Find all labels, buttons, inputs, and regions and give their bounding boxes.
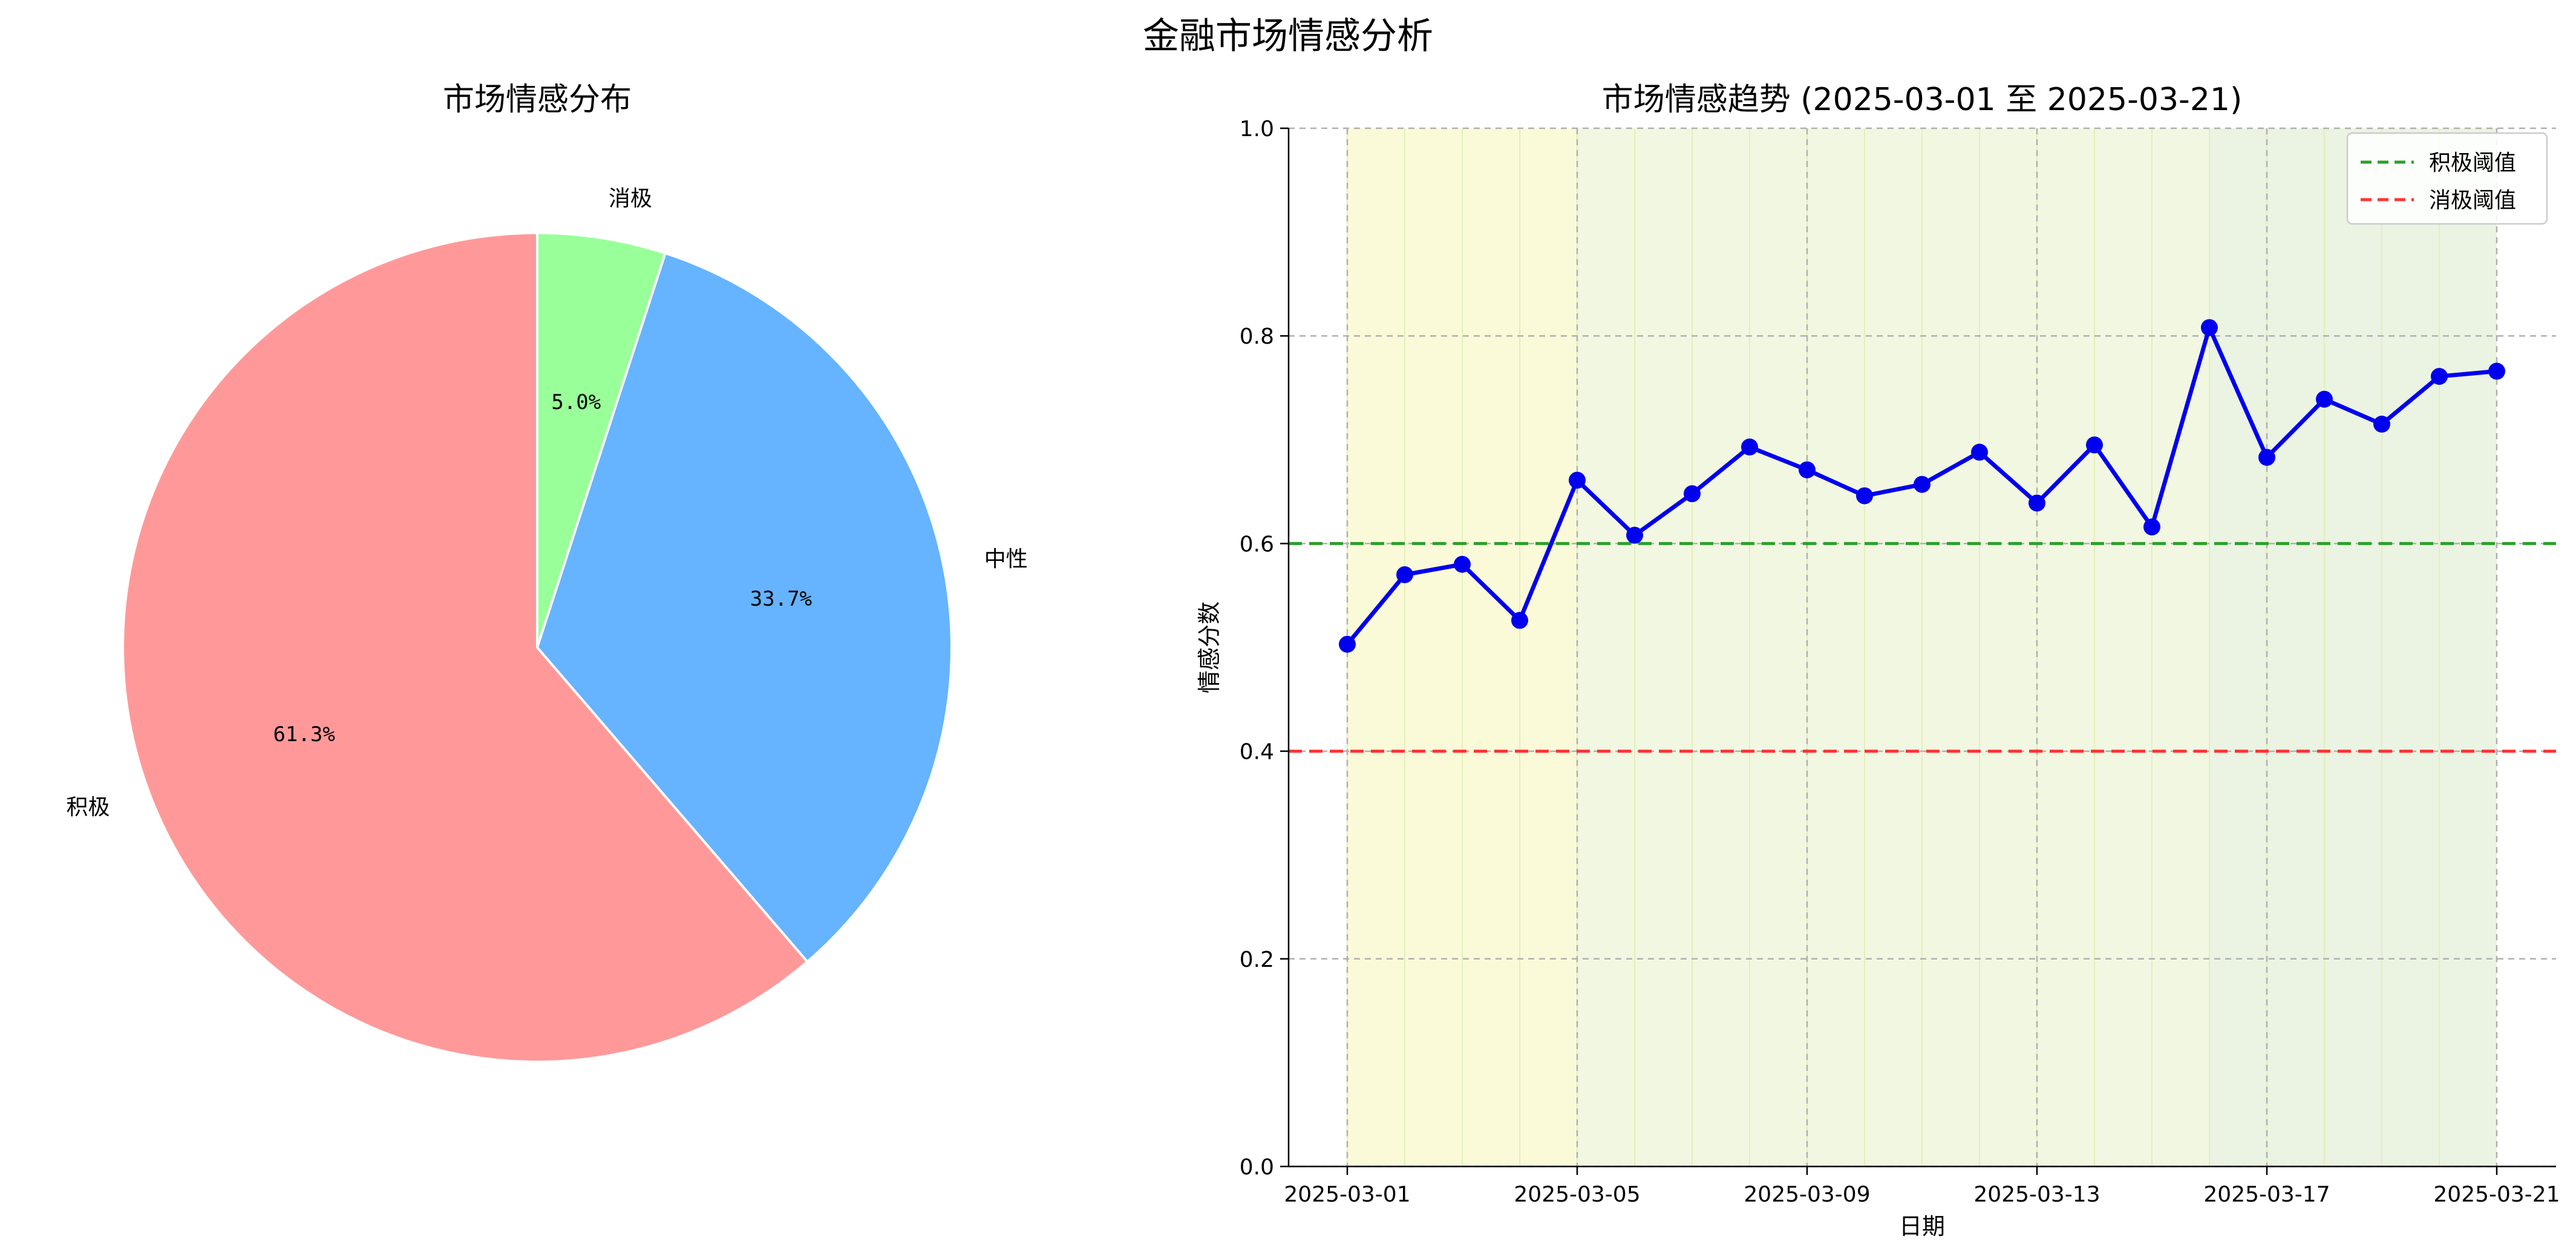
y-axis-title: 情感分数 [1196, 601, 1223, 693]
data-point [2431, 368, 2448, 385]
data-point [1684, 485, 1701, 503]
data-point [1856, 487, 1873, 505]
data-point [1741, 438, 1758, 456]
background-band [1520, 128, 1577, 1166]
data-point [1339, 635, 1356, 653]
y-tick-label: 0.4 [1240, 740, 1274, 765]
data-point [1454, 555, 1471, 573]
y-tick-label: 1.0 [1240, 117, 1274, 142]
data-point [2143, 518, 2160, 535]
sentiment-series [1339, 319, 2505, 653]
background-band [1807, 128, 1865, 1166]
x-tick-label: 2025-03-21 [2433, 1182, 2560, 1207]
y-tick-label: 0.8 [1240, 324, 1274, 349]
background-band [1577, 128, 1635, 1166]
data-point [2373, 416, 2390, 433]
pie-category-label-0: 积极 [66, 795, 110, 820]
background-band [2209, 128, 2267, 1166]
pie-slice-0 [122, 231, 809, 1063]
pie-chart-title: 市场情感分布 [443, 82, 632, 118]
x-tick-label: 2025-03-01 [1284, 1182, 1410, 1207]
pie-percent-label-0: 61.3% [273, 722, 335, 747]
pie-slice-1 [535, 252, 953, 964]
background-band [2037, 128, 2094, 1166]
background-band [1922, 128, 1979, 1166]
data-point [1971, 443, 1988, 461]
y-tick-label: 0.0 [1240, 1155, 1274, 1180]
pie-percent-label-1: 33.7% [750, 587, 812, 611]
legend-label-0: 积极阈值 [2429, 151, 2516, 175]
data-point [1799, 461, 1816, 479]
data-point [2258, 448, 2275, 466]
background-band [2267, 128, 2324, 1166]
pie-chart-panel: 市场情感分布 61.3% 积极 33.7% 中性 5.0% 消极 [66, 82, 1028, 1063]
data-point [2028, 494, 2045, 512]
background-band [1865, 128, 1922, 1166]
y-tick-label: 0.2 [1240, 947, 1274, 972]
x-tick-label: 2025-03-05 [1514, 1182, 1640, 1207]
y-tick-label: 0.6 [1240, 532, 1274, 557]
pie-slices [122, 231, 953, 1063]
pie-percent-label-2: 5.0% [551, 390, 601, 414]
background-band [1347, 128, 1405, 1166]
legend-label-1: 消极阈值 [2429, 188, 2516, 213]
pie-slice-2 [536, 231, 667, 648]
x-tick-label: 2025-03-09 [1744, 1182, 1870, 1207]
background-band [2152, 128, 2209, 1166]
tick-labels: 0.0 0.2 0.4 0.6 0.8 1.0 2025-03-01 2025-03-05 20… [1240, 117, 2560, 1207]
data-point [2201, 319, 2218, 336]
background-bands [1347, 128, 2497, 1166]
background-band [1692, 128, 1750, 1166]
pie-category-label-2: 消极 [609, 186, 652, 211]
background-band [2094, 128, 2152, 1166]
data-point [1914, 476, 1930, 493]
background-band [1979, 128, 2037, 1166]
pie-category-label-1: 中性 [984, 547, 1028, 572]
pie-labels: 61.3% 积极 33.7% 中性 5.0% 消极 [66, 186, 1027, 820]
x-tick-label: 2025-03-17 [2203, 1182, 2330, 1207]
x-tick-label: 2025-03-13 [1973, 1182, 2100, 1207]
data-point [1396, 566, 1413, 583]
data-point [2316, 390, 2333, 408]
background-band [1635, 128, 1692, 1166]
background-band [2324, 128, 2382, 1166]
data-point [2086, 436, 2103, 454]
x-axis-title: 日期 [1899, 1213, 1945, 1240]
background-band [1405, 128, 1462, 1166]
background-band [1462, 128, 1520, 1166]
data-point [1569, 471, 1586, 489]
background-band [1750, 128, 1807, 1166]
line-chart-panel: 市场情感趋势 (2025-03-01 至 2025-03-21) 0.00.20… [1196, 82, 2560, 1240]
data-point [2488, 362, 2505, 380]
axes [1287, 128, 2556, 1168]
figure-title: 金融市场情感分析 [1143, 15, 1433, 57]
line-chart-title: 市场情感趋势 (2025-03-01 至 2025-03-21) [1602, 82, 2243, 118]
data-point [1626, 526, 1643, 544]
data-point [1511, 612, 1528, 629]
threshold-lines [1289, 541, 2556, 753]
background-band [2439, 128, 2497, 1166]
background-band [2382, 128, 2439, 1166]
